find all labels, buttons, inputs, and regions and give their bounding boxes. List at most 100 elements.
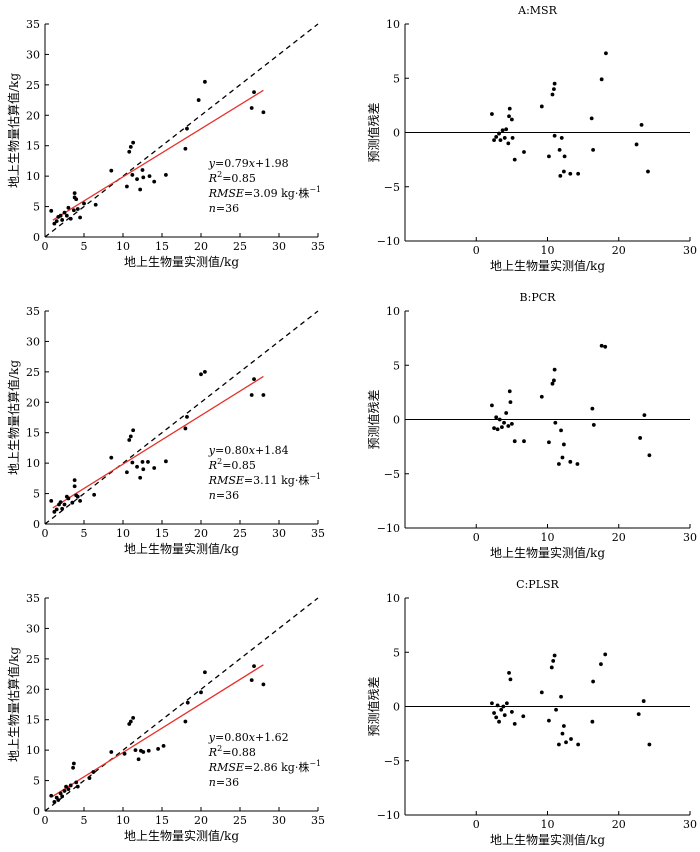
data-point [135,177,139,182]
data-point [156,747,161,751]
one-to-one-line [44,23,319,238]
data-point [547,154,551,159]
x-tick-label: 0 [473,244,480,257]
data-point [141,750,146,754]
data-point [591,679,595,684]
x-tick-label: 0 [42,814,49,827]
data-point [122,751,127,756]
data-point [203,79,207,84]
x-tick-label: 5 [81,527,88,540]
y-tick-label: 5 [33,775,40,788]
data-point [183,719,188,724]
fit-line [52,375,264,509]
data-point [58,213,63,218]
data-point [557,742,561,747]
data-point [49,498,54,503]
y-tick-label: 5 [33,201,40,214]
data-point [161,743,166,748]
data-point [550,381,555,386]
data-point [575,462,580,466]
data-point [141,467,146,472]
data-point [647,453,652,458]
y-tick-label: 5 [393,646,400,659]
sample-size: n=36 [209,202,239,215]
y-tick-label: 35 [26,592,40,605]
scatter-panel-3: 0 5 10 15 20 25 30 35 0 5 10 15 20 25 30 35 地上生物量实测值/kg 地… [6,592,325,843]
data-point [62,210,67,215]
x-tick-label: 10 [116,240,130,253]
y-tick-label: 5 [393,72,400,85]
x-tick-label: 10 [541,244,555,257]
data-point [539,104,544,109]
x-tick-label: 0 [473,818,480,831]
y-tick-label: 0 [393,414,400,427]
sample-size: n=36 [209,776,239,789]
data-point [512,721,517,726]
data-point [196,98,201,102]
data-point [576,742,581,747]
y-tick-label: 15 [26,140,40,153]
x-tick-label: 0 [473,531,480,544]
data-point [135,464,139,469]
data-point [128,719,133,724]
data-point [68,216,73,221]
y-axis-label: 地上生物量估算值/kg [6,647,21,762]
data-point [490,701,494,706]
data-point [62,502,67,507]
x-tick-label: 25 [233,814,247,827]
x-tick-label: 10 [541,818,555,831]
y-tick-label: 30 [26,335,40,348]
scatter-panel-1: 0 5 10 15 20 25 30 35 0 5 10 15 20 25 30 35 地上生物量实测值/kg 地… [6,18,325,269]
data-point [82,201,86,206]
x-axis-label: 地上生物量实测值/kg [490,832,605,847]
x-axis-label: 地上生物量实测值/kg [124,254,239,269]
x-tick-label: 10 [541,531,555,544]
data-point [497,417,502,422]
data-point [66,496,71,501]
y-tick-label: −5 [384,468,400,481]
data-point [64,213,69,218]
data-point [54,219,59,224]
x-axis-label: 地上生物量实测值/kg [124,541,239,556]
data-point [504,127,509,132]
data-point [551,659,556,663]
data-point [512,157,517,162]
y-tick-label: 10 [386,592,400,605]
fit-equation: y=0.80x+1.84 [208,444,289,457]
data-point [152,466,157,470]
y-tick-label: 30 [26,48,40,61]
x-tick-label: 20 [194,240,208,253]
fit-line [52,89,264,221]
data-point [569,737,573,741]
data-point [127,149,132,154]
data-point [497,719,501,724]
fit-equation: y=0.79x+1.98 [208,157,289,170]
data-point [49,208,54,213]
data-point [71,765,75,770]
x-tick-label: 30 [683,244,697,257]
x-tick-label: 30 [272,240,286,253]
data-point [562,154,567,159]
data-point [599,662,603,667]
data-point [590,406,595,411]
x-tick-label: 30 [272,527,286,540]
data-point [75,207,80,211]
x-tick-label: 15 [155,240,169,253]
data-point [146,460,150,464]
data-point [522,150,526,154]
data-point [508,677,513,682]
one-to-one-line [44,310,319,525]
data-point [550,92,555,97]
data-point [91,770,96,774]
data-point [261,393,266,397]
data-point [495,703,500,708]
rmse: RMSE=2.86 kg·株−1 [208,759,321,774]
data-point [128,434,133,439]
data-point [591,423,596,427]
data-point [261,110,266,115]
data-point [634,142,639,147]
data-point [560,731,565,736]
x-axis-label: 地上生物量实测值/kg [124,828,239,843]
data-point [203,369,207,374]
x-tick-label: 0 [42,240,49,253]
